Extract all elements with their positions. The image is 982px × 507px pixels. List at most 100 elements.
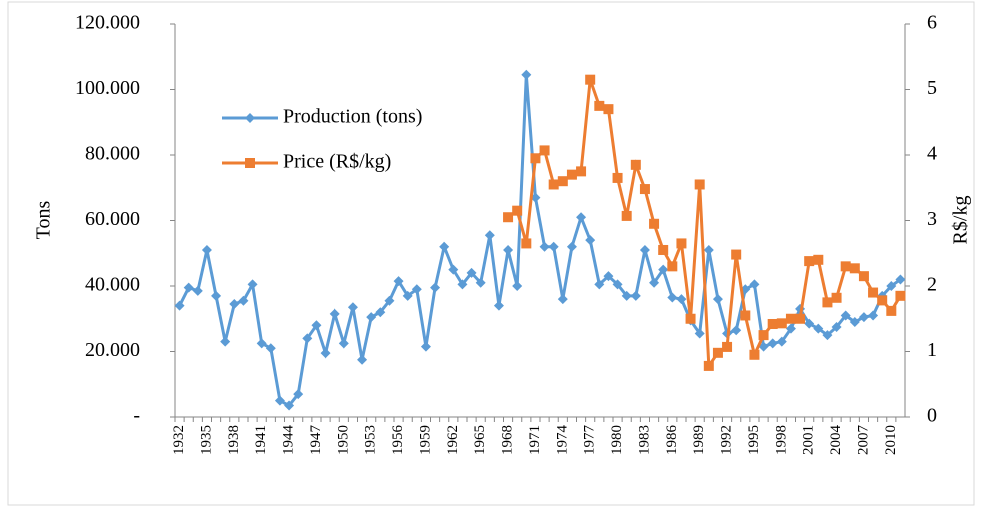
data-point (247, 279, 258, 290)
y-tick-label: 60.000 (85, 208, 140, 230)
data-point (530, 153, 541, 164)
data-point (576, 212, 587, 223)
data-point (658, 264, 669, 275)
x-tick-label: 1959 (417, 425, 433, 455)
x-tick-label: 1992 (719, 425, 735, 455)
data-point (621, 210, 632, 221)
data-point (493, 300, 504, 311)
data-point (676, 238, 687, 249)
x-tick-label: 1965 (472, 425, 488, 455)
data-point (466, 267, 477, 278)
y-tick-label: 120.000 (75, 12, 140, 34)
data-point (639, 244, 650, 255)
data-point (858, 312, 869, 323)
data-point (183, 282, 194, 293)
x-tick-label: 1950 (335, 425, 351, 455)
y2-tick-label: 4 (927, 143, 937, 165)
x-tick-label: 2004 (828, 425, 844, 456)
data-point (703, 244, 714, 255)
legend-marker (245, 113, 255, 123)
data-point (238, 295, 249, 306)
data-point (311, 320, 322, 331)
data-point (785, 323, 796, 334)
data-point (293, 389, 304, 400)
data-point (740, 310, 751, 321)
data-point (877, 295, 888, 306)
data-point (630, 290, 641, 301)
x-tick-label: 1941 (253, 425, 269, 455)
data-point (804, 318, 815, 329)
x-tick-label: 1968 (500, 425, 516, 455)
data-point (302, 333, 313, 344)
data-point (667, 261, 678, 272)
data-point (685, 313, 696, 324)
data-point (430, 282, 441, 293)
data-point (576, 166, 587, 177)
y2-tick-label: 2 (927, 274, 937, 296)
x-tick-label: 1956 (390, 425, 406, 456)
data-point (795, 313, 806, 324)
x-tick-label: 2001 (801, 425, 817, 455)
y-axis-title: Tons (33, 200, 55, 239)
x-tick-label: 1932 (171, 425, 187, 455)
data-point (639, 184, 650, 195)
data-point (694, 179, 705, 190)
data-point (749, 279, 760, 290)
data-point (548, 241, 559, 252)
data-point (557, 294, 568, 305)
data-point (731, 249, 742, 260)
data-point (366, 312, 377, 323)
data-point (649, 218, 660, 229)
data-point (503, 244, 514, 255)
y2-tick-label: 1 (927, 339, 937, 361)
x-tick-label: 1971 (527, 425, 543, 455)
data-point (384, 295, 395, 306)
data-point (767, 338, 778, 349)
data-point (411, 284, 422, 295)
data-point (375, 307, 386, 318)
data-point (776, 336, 787, 347)
data-point (402, 290, 413, 301)
x-tick-label: 1998 (773, 425, 789, 455)
y-tick-label: 20.000 (85, 339, 140, 361)
data-point (503, 212, 514, 223)
legend-marker (245, 158, 255, 168)
data-point (831, 292, 842, 303)
data-point (667, 292, 678, 303)
data-point (448, 264, 459, 275)
data-point (612, 172, 623, 183)
data-point (594, 100, 605, 111)
y2-tick-label: 5 (927, 77, 937, 99)
data-point (329, 308, 340, 319)
data-point (521, 238, 532, 249)
data-point (548, 179, 559, 190)
data-point (557, 176, 568, 187)
data-point (758, 330, 769, 341)
y-tick-label: - (133, 405, 140, 427)
data-point (722, 341, 733, 352)
data-point (712, 294, 723, 305)
data-point (676, 294, 687, 305)
data-point (749, 349, 760, 360)
y2-tick-label: 0 (927, 405, 937, 427)
data-point (265, 343, 276, 354)
data-point (284, 400, 295, 411)
data-point (603, 271, 614, 282)
data-point (338, 338, 349, 349)
x-tick-label: 1962 (445, 425, 461, 455)
x-tick-label: 1938 (226, 425, 242, 455)
data-point (840, 261, 851, 272)
data-point (229, 299, 240, 310)
data-point (621, 290, 632, 301)
data-point (731, 325, 742, 336)
x-tick-label: 1980 (609, 425, 625, 455)
data-point (776, 318, 787, 329)
legend-label: Price (R$/kg) (283, 151, 391, 173)
y-tick-label: 80.000 (85, 143, 140, 165)
data-point (393, 276, 404, 287)
x-tick-label: 1944 (281, 425, 297, 456)
chart-frame (7, 1, 975, 506)
data-point (475, 277, 486, 288)
x-tick-label: 1977 (582, 425, 598, 456)
